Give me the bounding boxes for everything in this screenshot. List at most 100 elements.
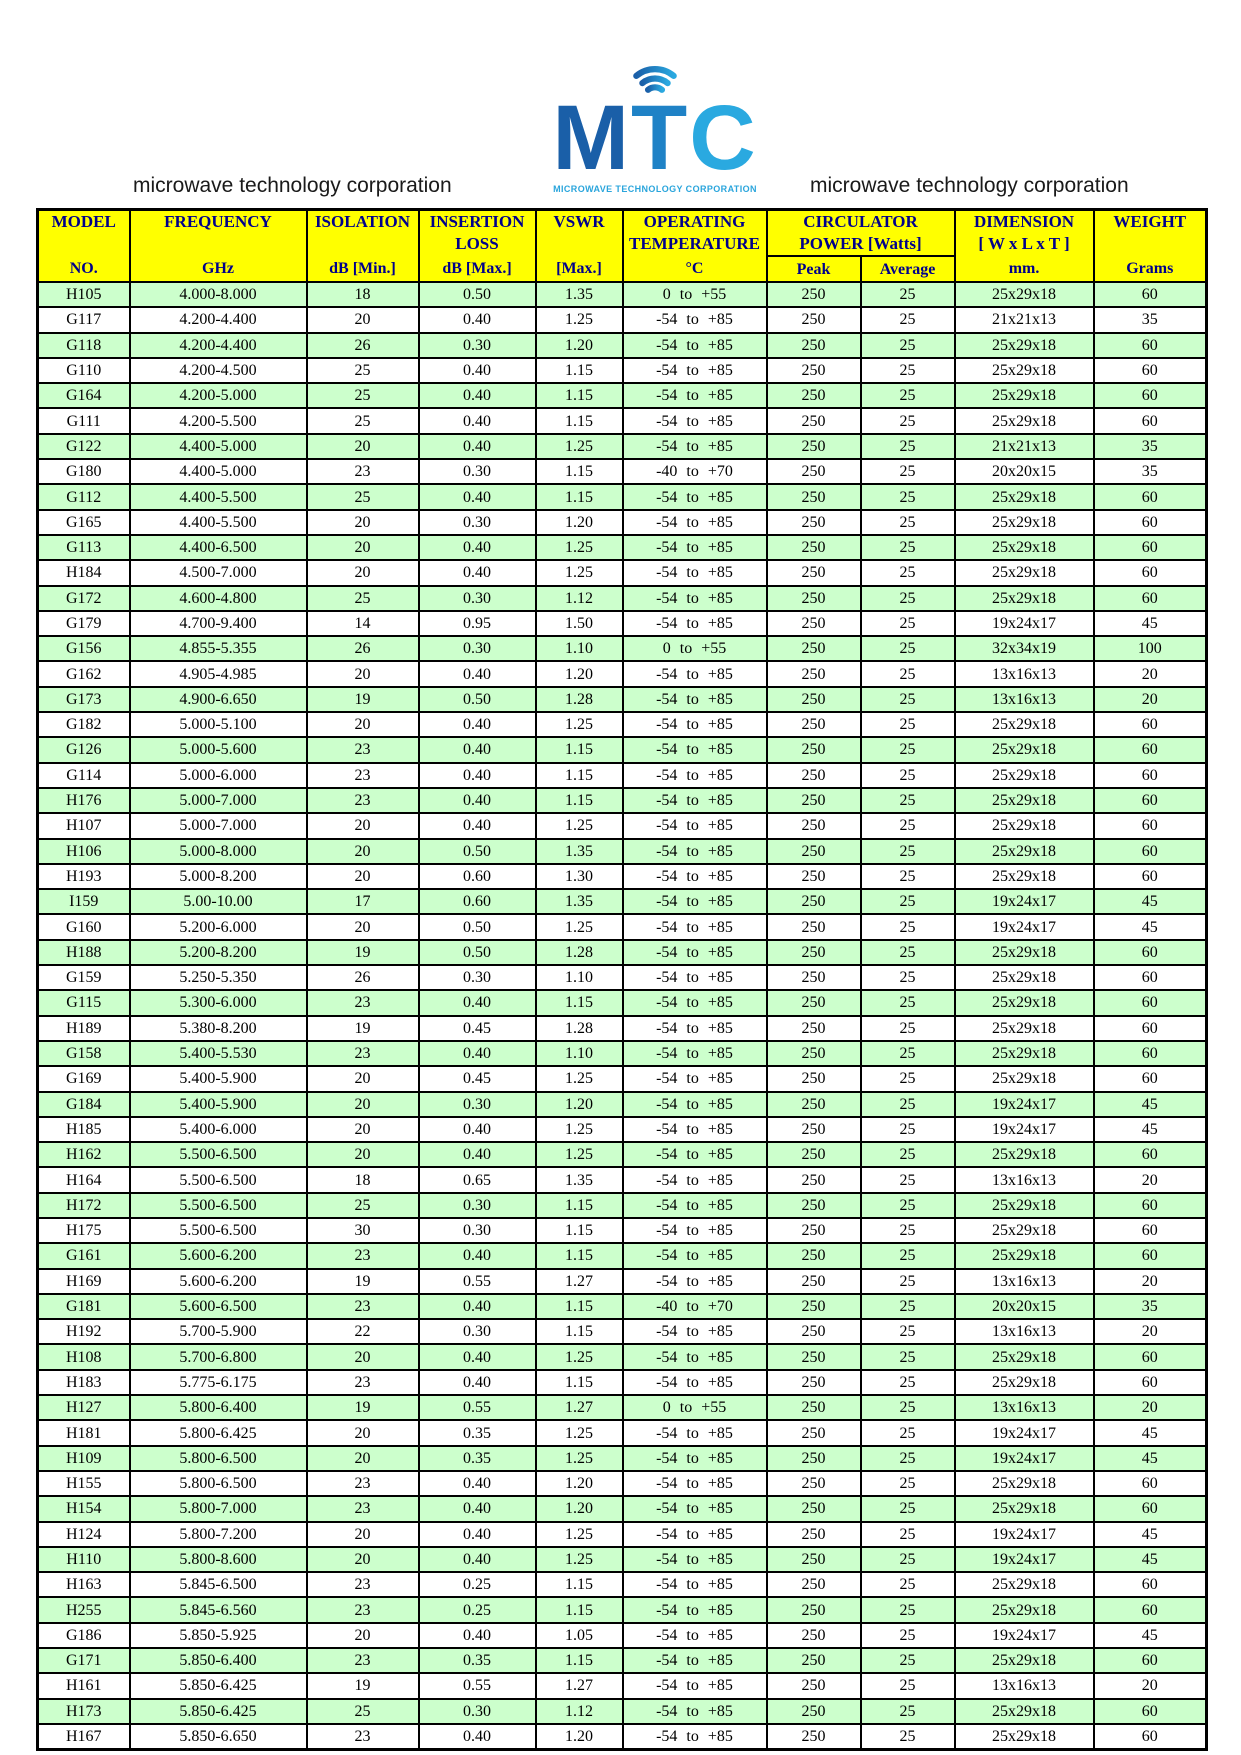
header-line: CIRCULATOR: [803, 212, 918, 231]
cell-weight: 60: [1092, 837, 1208, 865]
cell-weight: 45: [1092, 1621, 1208, 1650]
cell-dimension: 19x24x17: [953, 1621, 1095, 1650]
cell-power-average: 25: [859, 280, 956, 309]
cell-power-average: 25: [859, 1343, 956, 1371]
cell-power-average: 25: [859, 1191, 956, 1219]
cell-model: G164: [36, 382, 131, 410]
cell-power-average: 25: [859, 1545, 956, 1574]
cell-model: G158: [36, 1039, 131, 1068]
cell-insertion-loss: 0.40: [417, 711, 537, 739]
cell-weight: 60: [1092, 559, 1208, 587]
cell-insertion-loss: 0.35: [417, 1647, 537, 1675]
cell-weight: 45: [1092, 1419, 1208, 1447]
cell-isolation: 20: [305, 1065, 420, 1093]
cell-weight: 60: [1092, 331, 1208, 359]
header-line: LOSS: [455, 234, 499, 253]
cell-temperature: -54 to +85: [621, 609, 768, 638]
cell-power-average: 25: [859, 1672, 956, 1700]
cell-insertion-loss: 0.40: [417, 786, 537, 815]
cell-model: G165: [36, 508, 131, 536]
cell-isolation: 20: [305, 1343, 420, 1371]
cell-insertion-loss: 0.45: [417, 1065, 537, 1093]
cell-dimension: 25x29x18: [953, 1141, 1095, 1169]
col-header-frequency: FREQUENCY GHz: [128, 208, 308, 283]
cell-model: H255: [36, 1596, 131, 1624]
cell-insertion-loss: 0.50: [417, 280, 537, 309]
cell-insertion-loss: 0.30: [417, 458, 537, 486]
cell-insertion-loss: 0.30: [417, 964, 537, 992]
cell-model: G181: [36, 1292, 131, 1321]
cell-model: H167: [36, 1722, 131, 1751]
table-header: MODEL NO. FREQUENCY GHz ISOLATION dB [Mi…: [36, 208, 1208, 283]
cell-insertion-loss: 0.60: [417, 888, 537, 916]
table-row: G158 5.400-5.530 23 0.40 1.10 -54 to +85 250 25…: [36, 1039, 1208, 1068]
cell-weight: 60: [1092, 1242, 1208, 1270]
cell-vswr: 1.10: [534, 1039, 624, 1068]
cell-model: G179: [36, 609, 131, 638]
cell-model: H155: [36, 1469, 131, 1498]
cell-model: H106: [36, 837, 131, 865]
cell-frequency: 5.800-6.425: [128, 1419, 308, 1447]
cell-model: G173: [36, 685, 131, 714]
cell-power-peak: 250: [765, 1039, 862, 1068]
cell-insertion-loss: 0.40: [417, 1242, 537, 1270]
table-row: G164 4.200-5.000 25 0.40 1.15 -54 to +85 250 25…: [36, 382, 1208, 410]
cell-dimension: 25x29x18: [953, 938, 1095, 967]
cell-weight: 35: [1092, 458, 1208, 486]
cell-model: G126: [36, 736, 131, 764]
cell-vswr: 1.28: [534, 938, 624, 967]
cell-frequency: 5.200-8.200: [128, 938, 308, 967]
cell-power-peak: 250: [765, 660, 862, 688]
cell-vswr: 1.50: [534, 609, 624, 638]
cell-power-peak: 250: [765, 1191, 862, 1219]
cell-dimension: 13x16x13: [953, 1394, 1095, 1422]
cell-power-average: 25: [859, 356, 956, 385]
cell-temperature: -54 to +85: [621, 1216, 768, 1245]
cell-temperature: -54 to +85: [621, 711, 768, 739]
cell-power-peak: 250: [765, 306, 862, 334]
cell-vswr: 1.28: [534, 1014, 624, 1042]
cell-temperature: -54 to +85: [621, 1596, 768, 1624]
cell-insertion-loss: 0.40: [417, 1368, 537, 1397]
company-name-right: microwave technology corporation: [810, 174, 1129, 197]
cell-power-average: 25: [859, 1469, 956, 1498]
cell-frequency: 5.400-5.900: [128, 1090, 308, 1118]
cell-temperature: -54 to +85: [621, 1621, 768, 1650]
cell-power-average: 25: [859, 1267, 956, 1295]
cell-temperature: -54 to +85: [621, 1039, 768, 1068]
cell-isolation: 20: [305, 1444, 420, 1472]
cell-dimension: 19x24x17: [953, 1520, 1095, 1548]
cell-weight: 60: [1092, 1571, 1208, 1599]
cell-weight: 60: [1092, 407, 1208, 435]
cell-vswr: 1.15: [534, 1571, 624, 1599]
cell-dimension: 25x29x18: [953, 1343, 1095, 1371]
cell-power-average: 25: [859, 964, 956, 992]
cell-temperature: -54 to +85: [621, 432, 768, 461]
cell-weight: 60: [1092, 1596, 1208, 1624]
cell-power-peak: 250: [765, 331, 862, 359]
cell-temperature: -54 to +85: [621, 1697, 768, 1725]
cell-frequency: 4.855-5.355: [128, 635, 308, 663]
cell-isolation: 23: [305, 1571, 420, 1599]
cell-power-peak: 250: [765, 356, 862, 385]
cell-power-peak: 250: [765, 382, 862, 410]
header-line: [ W x L x T ]: [978, 234, 1070, 253]
cell-frequency: 4.200-4.400: [128, 306, 308, 334]
cell-vswr: 1.15: [534, 1292, 624, 1321]
cell-frequency: 4.400-5.000: [128, 432, 308, 461]
cell-insertion-loss: 0.40: [417, 407, 537, 435]
cell-insertion-loss: 0.50: [417, 685, 537, 714]
cell-weight: 60: [1092, 989, 1208, 1017]
cell-dimension: 25x29x18: [953, 786, 1095, 815]
cell-vswr: 1.15: [534, 1596, 624, 1624]
header-line: TEMPERATURE: [629, 234, 760, 253]
table-row: G186 5.850-5.925 20 0.40 1.05 -54 to +85 250 25…: [36, 1621, 1208, 1650]
cell-dimension: 13x16x13: [953, 685, 1095, 714]
cell-dimension: 19x24x17: [953, 1419, 1095, 1447]
cell-weight: 45: [1092, 888, 1208, 916]
cell-frequency: 5.850-6.400: [128, 1647, 308, 1675]
cell-isolation: 23: [305, 458, 420, 486]
cell-power-average: 25: [859, 1115, 956, 1144]
cell-power-average: 25: [859, 1166, 956, 1194]
col-header-dimension: DIMENSION [ W x L x T ] mm.: [953, 208, 1095, 283]
